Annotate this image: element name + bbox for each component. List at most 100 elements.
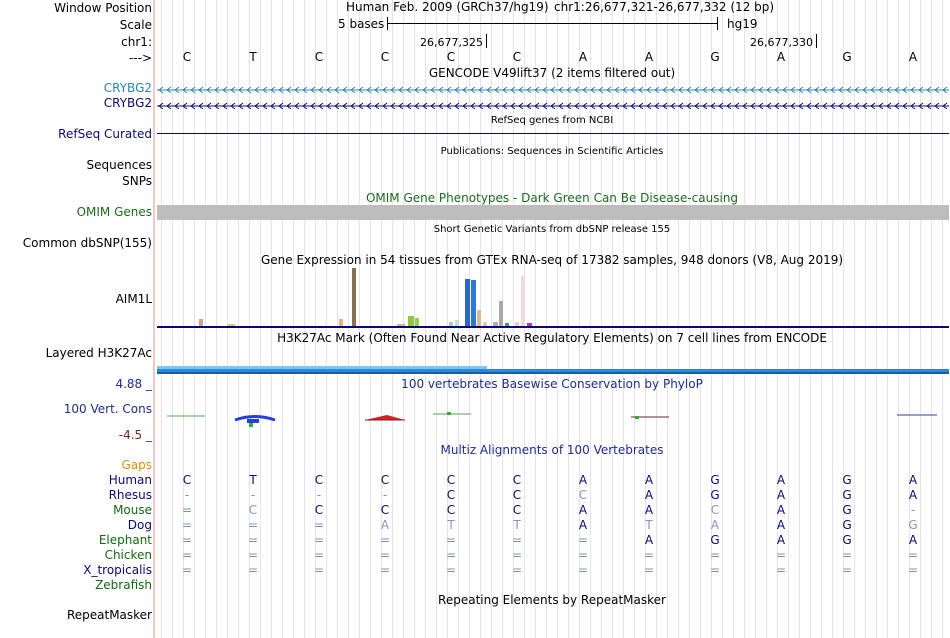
alignment-base: = xyxy=(181,548,193,562)
grid-line xyxy=(579,0,580,638)
h3k27ac-label[interactable]: Layered H3K27Ac xyxy=(45,346,152,360)
grid-line xyxy=(700,0,701,638)
crybg2-gene-track-1[interactable] xyxy=(157,81,949,93)
region-title[interactable]: chr1:26,677,321-26,677,332 (12 bp) xyxy=(554,0,775,14)
grid-line xyxy=(172,0,173,638)
gtex-bar xyxy=(527,323,532,326)
scale-db: hg19 xyxy=(727,17,758,31)
grid-line xyxy=(931,0,932,638)
alignment-base: = xyxy=(247,563,259,577)
species-label[interactable]: Human xyxy=(108,473,152,487)
grid-line xyxy=(293,0,294,638)
alignment-base: C xyxy=(314,503,324,517)
alignment-base: = xyxy=(445,563,457,577)
gaps-label[interactable]: Gaps xyxy=(121,458,152,472)
alignment-base: G xyxy=(710,473,720,487)
grid-line xyxy=(799,0,800,638)
gtex-bar-chart[interactable] xyxy=(157,268,949,326)
gencode-title: GENCODE V49lift37 (2 items filtered out) xyxy=(428,66,676,80)
grid-line xyxy=(678,0,679,638)
alignment-base: C xyxy=(380,503,390,517)
sequences-label[interactable]: Sequences xyxy=(86,158,152,172)
alignment-base: = xyxy=(709,563,721,577)
grid-line xyxy=(854,0,855,638)
alignment-base: A xyxy=(776,518,786,532)
h3k27ac-signal-dark[interactable] xyxy=(157,372,949,374)
alignment-base: = xyxy=(181,503,193,517)
crybg2-label-1[interactable]: CRYBG2 xyxy=(103,81,152,95)
crybg2-gene-track-2[interactable] xyxy=(157,97,949,109)
grid-line xyxy=(656,0,657,638)
alignment-base: = xyxy=(643,548,655,562)
species-label[interactable]: Rhesus xyxy=(108,488,152,502)
gtex-bar xyxy=(499,301,503,326)
repeatmasker-label[interactable]: RepeatMasker xyxy=(66,608,152,622)
gtex-bar xyxy=(415,318,419,326)
omim-gene-bar[interactable] xyxy=(157,205,949,220)
grid-line xyxy=(645,0,646,638)
species-label[interactable]: Dog xyxy=(127,518,152,532)
base-letter: C xyxy=(380,50,390,64)
species-label[interactable]: Chicken xyxy=(104,548,152,562)
grid-line xyxy=(876,0,877,638)
grid-line xyxy=(238,0,239,638)
refseq-title: RefSeq genes from NCBI xyxy=(490,115,614,126)
species-label[interactable]: Elephant xyxy=(98,533,152,547)
label-separator[interactable] xyxy=(153,0,155,638)
scale-bar-right xyxy=(717,17,718,30)
h3k27ac-signal-light[interactable] xyxy=(157,366,487,369)
gtex-bar xyxy=(455,320,459,326)
gtex-bar xyxy=(227,324,235,326)
gtex-label[interactable]: AIM1L xyxy=(115,292,152,306)
grid-line xyxy=(590,0,591,638)
dbsnp-label[interactable]: Common dbSNP(155) xyxy=(22,236,152,250)
crybg2-label-2[interactable]: CRYBG2 xyxy=(103,96,152,110)
alignment-base: C xyxy=(512,473,522,487)
alignment-base: = xyxy=(181,533,193,547)
cons-label[interactable]: 100 Vert. Cons xyxy=(63,402,152,416)
cons-wiggle[interactable] xyxy=(157,405,949,430)
species-label[interactable]: X_tropicalis xyxy=(83,563,152,577)
base-letter: C xyxy=(314,50,324,64)
h3k27ac-signal[interactable] xyxy=(157,369,949,372)
repeatmasker-title: Repeating Elements by RepeatMasker xyxy=(438,593,666,607)
alignment-base: = xyxy=(313,548,325,562)
alignment-base: - xyxy=(316,488,322,502)
alignment-base: = xyxy=(313,518,325,532)
scale-text: 5 bases xyxy=(338,17,385,31)
grid-line xyxy=(260,0,261,638)
alignment-base: A xyxy=(644,533,654,547)
alignment-base: = xyxy=(511,548,523,562)
refseq-label[interactable]: RefSeq Curated xyxy=(58,127,152,141)
grid-line xyxy=(535,0,536,638)
grid-line xyxy=(337,0,338,638)
gtex-bar xyxy=(408,316,414,326)
grid-line xyxy=(403,0,404,638)
alignment-base: A xyxy=(776,533,786,547)
alignment-base: T xyxy=(645,518,653,532)
alignment-base: = xyxy=(181,518,193,532)
scale-bar xyxy=(387,23,718,24)
alignment-base: = xyxy=(379,563,391,577)
species-label[interactable]: Mouse xyxy=(113,503,152,517)
grid-line xyxy=(898,0,899,638)
omim-label[interactable]: OMIM Genes xyxy=(76,205,152,219)
species-label[interactable]: Zebrafish xyxy=(95,578,152,592)
gtex-bar xyxy=(477,310,481,326)
grid-line xyxy=(832,0,833,638)
grid-line xyxy=(788,0,789,638)
gtex-bar xyxy=(449,322,453,326)
alignment-base: G xyxy=(842,488,852,502)
alignment-base: - xyxy=(910,503,916,517)
gtex-bar xyxy=(352,268,356,326)
grid-line xyxy=(348,0,349,638)
base-letter: T xyxy=(249,50,257,64)
position-1-tick xyxy=(486,34,487,48)
alignment-base: = xyxy=(511,563,523,577)
snps-label[interactable]: SNPs xyxy=(122,174,152,188)
grid-line xyxy=(546,0,547,638)
refseq-gene-line[interactable] xyxy=(157,133,949,134)
alignment-base: = xyxy=(841,563,853,577)
grid-line xyxy=(161,0,162,638)
alignment-base: = xyxy=(511,533,523,547)
